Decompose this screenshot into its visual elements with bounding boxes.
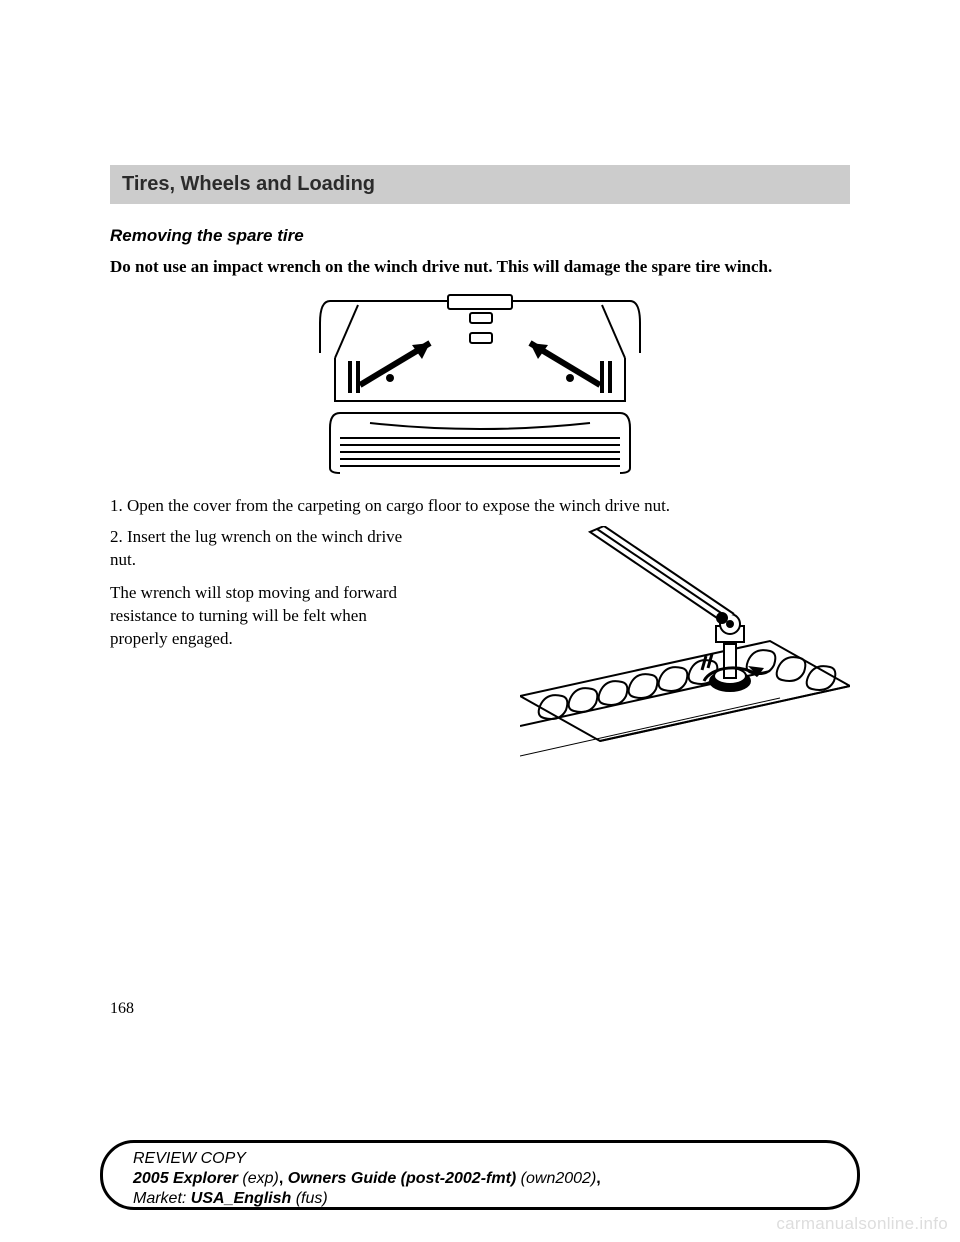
- watermark: carmanualsonline.info: [776, 1214, 948, 1234]
- footer-exp: (exp): [238, 1170, 279, 1187]
- step-2-text: 2. Insert the lug wrench on the winch dr…: [110, 526, 410, 572]
- figure-wrench-winch: [410, 526, 850, 791]
- step-2-note: The wrench will stop moving and forward …: [110, 582, 410, 651]
- footer-box: REVIEW COPY 2005 Explorer (exp), Owners …: [100, 1140, 860, 1210]
- footer-own: (own2002): [516, 1170, 596, 1187]
- step-1-text: 1. Open the cover from the carpeting on …: [110, 495, 850, 518]
- footer-comma2: ,: [596, 1170, 600, 1187]
- footer-fus: (fus): [291, 1190, 327, 1207]
- section-header: Tires, Wheels and Loading: [110, 165, 850, 204]
- footer-comma1: ,: [279, 1170, 288, 1187]
- subheading-removing-spare-tire: Removing the spare tire: [110, 226, 850, 246]
- footer-review-copy: REVIEW COPY: [133, 1150, 246, 1167]
- footer-market-label: Market:: [133, 1190, 191, 1207]
- figure-fold-seat: [110, 293, 850, 483]
- warning-text: Do not use an impact wrench on the winch…: [110, 256, 850, 279]
- footer-vehicle: 2005 Explorer: [133, 1170, 238, 1187]
- footer-guide: Owners Guide (post-2002-fmt): [288, 1170, 516, 1187]
- page-number: 168: [110, 1000, 134, 1018]
- footer-market-value: USA_English: [191, 1190, 291, 1207]
